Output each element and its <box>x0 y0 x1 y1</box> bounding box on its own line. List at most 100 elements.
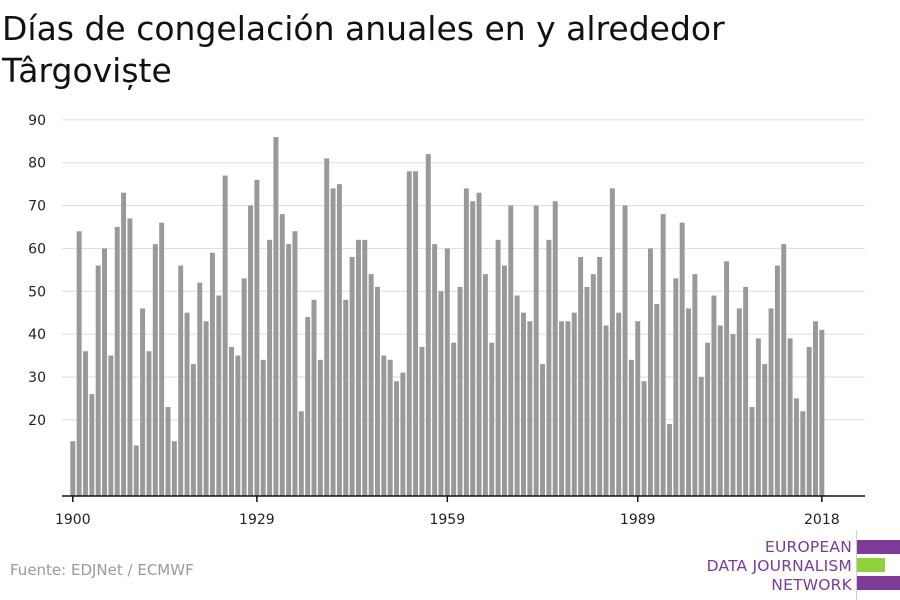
bar <box>209 252 215 496</box>
y-tick-label: 60 <box>28 241 46 257</box>
bar <box>400 372 406 496</box>
bar <box>203 321 209 496</box>
bar <box>413 171 419 496</box>
bar <box>330 188 336 496</box>
bar <box>711 295 717 496</box>
bar <box>381 355 387 496</box>
bar <box>457 286 463 496</box>
bar <box>83 351 88 496</box>
bar <box>394 381 400 496</box>
bar <box>584 286 590 496</box>
bar <box>178 265 184 496</box>
logo-text-european: EUROPEAN <box>764 538 852 556</box>
bar <box>432 244 438 496</box>
bar <box>273 136 279 497</box>
bar <box>190 364 196 496</box>
logo-text-network: NETWORK <box>771 576 852 594</box>
bars <box>70 136 825 497</box>
bar <box>102 248 108 496</box>
y-tick-label: 70 <box>28 199 46 215</box>
bar <box>514 295 520 496</box>
bar <box>216 295 222 496</box>
bar <box>387 359 393 496</box>
bar <box>298 411 304 496</box>
bar <box>647 248 653 496</box>
bar <box>171 441 177 496</box>
bar <box>521 312 526 496</box>
x-tick-label: 1989 <box>620 512 656 528</box>
bar <box>806 346 812 496</box>
bar <box>476 192 482 496</box>
bar <box>800 411 806 496</box>
bar <box>635 321 641 496</box>
bar <box>559 321 565 496</box>
bar <box>241 278 247 496</box>
bar <box>495 239 501 496</box>
x-tick-label: 1959 <box>429 512 465 528</box>
bar <box>165 406 171 496</box>
bar <box>355 239 361 496</box>
bar <box>406 171 412 496</box>
bar <box>533 205 539 497</box>
x-tick-label: 1929 <box>239 512 275 528</box>
chart-title: Días de congelación anuales en y alreded… <box>2 9 725 90</box>
bar <box>501 265 507 496</box>
y-tick-label: 50 <box>28 284 46 300</box>
bar <box>108 355 114 496</box>
bar <box>616 312 622 496</box>
edjnet-logo: EUROPEAN DATA JOURNALISM NETWORK <box>707 530 900 600</box>
bar <box>362 239 368 496</box>
bar <box>660 214 666 496</box>
bar <box>527 321 533 496</box>
bar <box>197 282 203 496</box>
bar <box>679 222 685 496</box>
bar <box>565 321 571 496</box>
bar <box>622 205 628 497</box>
bar <box>451 342 457 496</box>
bar <box>127 218 133 496</box>
bar <box>755 338 761 496</box>
y-tick-label: 30 <box>28 370 46 386</box>
bar <box>609 188 615 496</box>
bar <box>540 364 546 496</box>
y-tick-label: 80 <box>28 156 46 172</box>
bar <box>793 398 799 496</box>
bar <box>654 304 660 496</box>
bar <box>279 214 285 496</box>
bar <box>743 286 749 496</box>
bar <box>546 239 552 496</box>
bar <box>324 158 330 497</box>
bar <box>76 231 82 496</box>
bar <box>235 355 241 496</box>
bar <box>336 184 342 496</box>
bar <box>463 188 469 496</box>
logo-bar-bottom <box>857 576 900 590</box>
logo-bar-middle <box>857 558 885 572</box>
y-tick-label: 90 <box>28 113 46 129</box>
bar <box>489 342 495 496</box>
bar <box>146 351 152 496</box>
bar <box>305 316 311 496</box>
bar <box>375 286 380 496</box>
bar <box>482 274 488 496</box>
bar <box>717 325 723 496</box>
bar <box>762 364 768 496</box>
bar <box>590 274 596 496</box>
grid-lines <box>62 119 865 421</box>
bar <box>597 256 603 496</box>
bar <box>260 359 266 496</box>
x-tick-label: 2018 <box>804 512 840 528</box>
bar <box>286 244 292 496</box>
bar <box>698 376 704 496</box>
bar <box>95 265 101 496</box>
bar <box>724 261 730 496</box>
bar <box>813 321 818 496</box>
bar <box>152 244 158 496</box>
bar <box>368 274 374 496</box>
bar <box>641 381 647 496</box>
logo-bar-top <box>857 540 900 554</box>
y-tick-label: 20 <box>28 413 46 429</box>
bar <box>229 346 234 496</box>
logo-divider <box>856 530 857 600</box>
